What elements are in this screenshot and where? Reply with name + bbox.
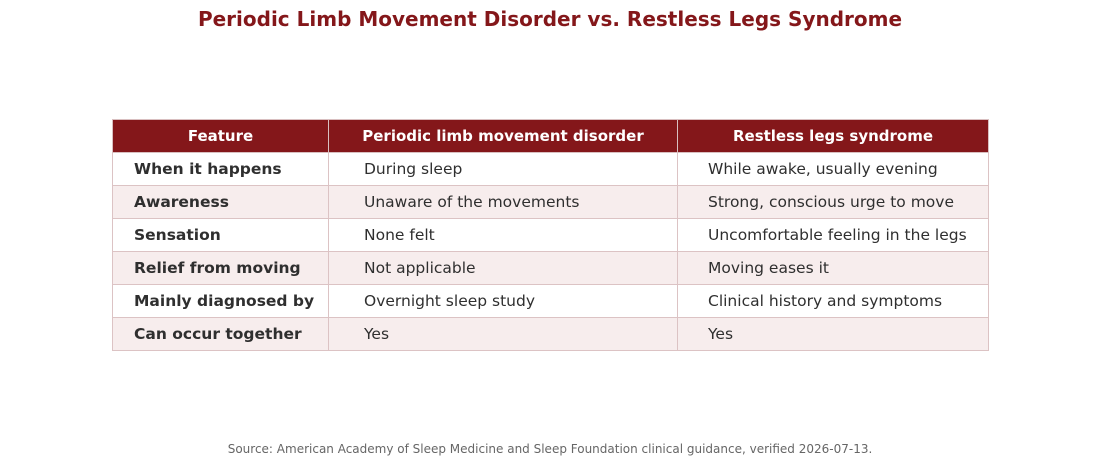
row-plmd-value: During sleep bbox=[328, 152, 678, 186]
row-feature: Relief from moving bbox=[112, 251, 329, 285]
row-feature: When it happens bbox=[112, 152, 329, 186]
row-plmd-value: Unaware of the movements bbox=[328, 185, 678, 219]
table-row: Awareness Unaware of the movements Stron… bbox=[112, 185, 989, 219]
table-header-row: Feature Periodic limb movement disorder … bbox=[112, 119, 989, 153]
row-rls-value: Moving eases it bbox=[677, 251, 989, 285]
table-row: Mainly diagnosed by Overnight sleep stud… bbox=[112, 284, 989, 318]
source-note: Source: American Academy of Sleep Medici… bbox=[227, 442, 873, 456]
column-header-rls: Restless legs syndrome bbox=[677, 119, 989, 153]
table-row: Sensation None felt Uncomfortable feelin… bbox=[112, 218, 989, 252]
row-plmd-value: Yes bbox=[328, 317, 678, 351]
table-row: When it happens During sleep While awake… bbox=[112, 152, 989, 186]
table-row: Relief from moving Not applicable Moving… bbox=[112, 251, 989, 285]
table-row: Can occur together Yes Yes bbox=[112, 317, 989, 351]
row-rls-value: Uncomfortable feeling in the legs bbox=[677, 218, 989, 252]
row-rls-value: Strong, conscious urge to move bbox=[677, 185, 989, 219]
column-header-plmd: Periodic limb movement disorder bbox=[328, 119, 678, 153]
row-feature: Awareness bbox=[112, 185, 329, 219]
row-feature: Can occur together bbox=[112, 317, 329, 351]
row-plmd-value: None felt bbox=[328, 218, 678, 252]
row-feature: Sensation bbox=[112, 218, 329, 252]
comparison-table: Feature Periodic limb movement disorder … bbox=[112, 119, 989, 351]
row-plmd-value: Not applicable bbox=[328, 251, 678, 285]
row-rls-value: Yes bbox=[677, 317, 989, 351]
row-plmd-value: Overnight sleep study bbox=[328, 284, 678, 318]
column-header-feature: Feature bbox=[112, 119, 329, 153]
row-rls-value: Clinical history and symptoms bbox=[677, 284, 989, 318]
row-rls-value: While awake, usually evening bbox=[677, 152, 989, 186]
page-title: Periodic Limb Movement Disorder vs. Rest… bbox=[197, 7, 903, 31]
row-feature: Mainly diagnosed by bbox=[112, 284, 329, 318]
